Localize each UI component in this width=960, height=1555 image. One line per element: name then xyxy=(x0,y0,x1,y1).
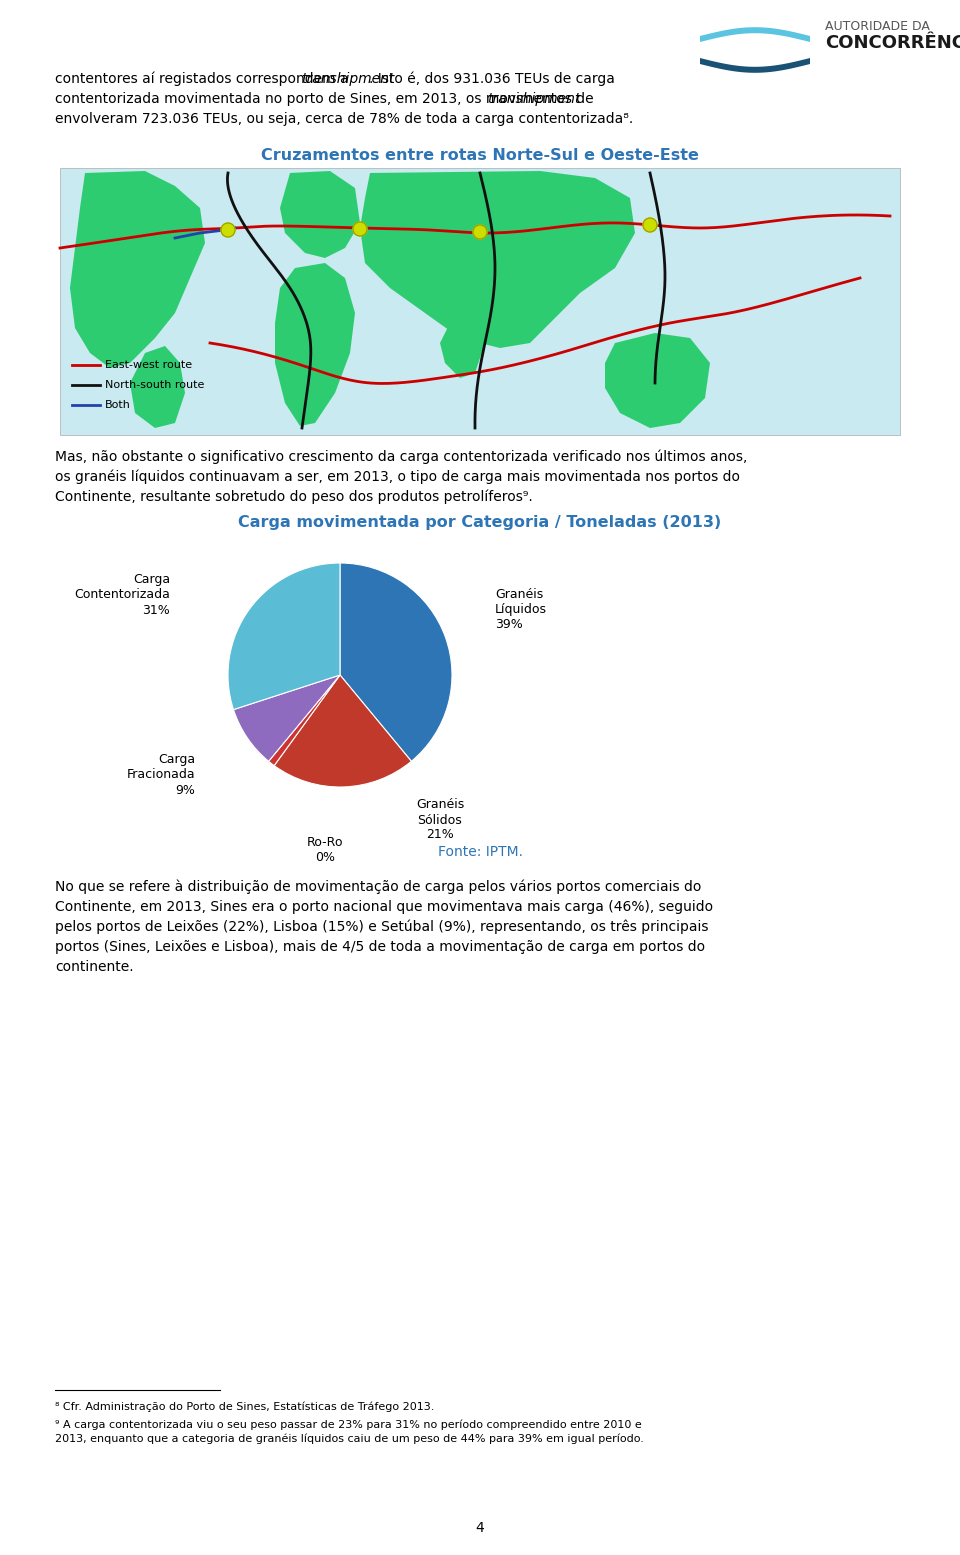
Text: transhipment: transhipment xyxy=(301,72,395,86)
Circle shape xyxy=(221,222,235,236)
Text: transhipment: transhipment xyxy=(487,92,581,106)
Text: East-west route: East-west route xyxy=(105,361,192,370)
Wedge shape xyxy=(233,675,340,762)
Polygon shape xyxy=(700,26,810,42)
Text: ⁹ A carga contentorizada viu o seu peso passar de 23% para 31% no período compre: ⁹ A carga contentorizada viu o seu peso … xyxy=(55,1420,641,1429)
Text: Granéis
Sólidos
21%: Granéis Sólidos 21% xyxy=(416,799,464,841)
Text: envolveram 723.036 TEUs, ou seja, cerca de 78% de toda a carga contentorizada⁸.: envolveram 723.036 TEUs, ou seja, cerca … xyxy=(55,112,634,126)
Text: 4: 4 xyxy=(475,1521,485,1535)
Circle shape xyxy=(643,218,657,232)
Text: contentores aí registados correspondem a: contentores aí registados correspondem a xyxy=(55,72,353,87)
Polygon shape xyxy=(70,171,205,369)
Wedge shape xyxy=(275,675,412,787)
Polygon shape xyxy=(275,263,355,426)
Polygon shape xyxy=(360,171,635,348)
Text: Carga
Contentorizada
31%: Carga Contentorizada 31% xyxy=(74,574,170,616)
Text: Mas, não obstante o significativo crescimento da carga contentorizada verificado: Mas, não obstante o significativo cresci… xyxy=(55,449,748,465)
Text: Continente, resultante sobretudo do peso dos produtos petrolíferos⁹.: Continente, resultante sobretudo do peso… xyxy=(55,490,533,504)
Text: Continente, em 2013, Sines era o porto nacional que movimentava mais carga (46%): Continente, em 2013, Sines era o porto n… xyxy=(55,900,713,914)
Polygon shape xyxy=(605,333,710,428)
Text: Fonte: IPTM.: Fonte: IPTM. xyxy=(438,844,522,858)
Polygon shape xyxy=(130,347,185,428)
Polygon shape xyxy=(440,319,485,378)
Circle shape xyxy=(353,222,367,236)
Polygon shape xyxy=(700,58,810,73)
Text: AUTORIDADE DA: AUTORIDADE DA xyxy=(825,20,930,33)
Text: No que se refere à distribuição de movimentação de carga pelos vários portos com: No que se refere à distribuição de movim… xyxy=(55,880,702,894)
Text: CONCORRÊNCIA: CONCORRÊNCIA xyxy=(825,34,960,51)
Text: Cruzamentos entre rotas Norte-Sul e Oeste-Este: Cruzamentos entre rotas Norte-Sul e Oest… xyxy=(261,148,699,163)
Text: portos (Sines, Leixões e Lisboa), mais de 4/5 de toda a movimentação de carga em: portos (Sines, Leixões e Lisboa), mais d… xyxy=(55,941,706,955)
Text: Ro-Ro
0%: Ro-Ro 0% xyxy=(307,837,344,865)
Text: 2013, enquanto que a categoria de granéis líquidos caiu de um peso de 44% para 3: 2013, enquanto que a categoria de granéi… xyxy=(55,1434,644,1443)
Text: Carga movimentada por Categoria / Toneladas (2013): Carga movimentada por Categoria / Tonela… xyxy=(238,515,722,530)
Bar xyxy=(60,168,900,435)
Text: contentorizada movimentada no porto de Sines, em 2013, os movimentos de: contentorizada movimentada no porto de S… xyxy=(55,92,598,106)
Text: . Isto é, dos 931.036 TEUs de carga: . Isto é, dos 931.036 TEUs de carga xyxy=(370,72,615,87)
Text: North-south route: North-south route xyxy=(105,379,204,390)
Text: continente.: continente. xyxy=(55,959,133,973)
Wedge shape xyxy=(340,563,452,762)
Text: pelos portos de Leixões (22%), Lisboa (15%) e Setúbal (9%), representando, os tr: pelos portos de Leixões (22%), Lisboa (1… xyxy=(55,921,708,935)
Text: Both: Both xyxy=(105,400,131,411)
Text: ⁸ Cfr. Administração do Porto de Sines, Estatísticas de Tráfego 2013.: ⁸ Cfr. Administração do Porto de Sines, … xyxy=(55,1403,434,1412)
Polygon shape xyxy=(280,171,360,258)
Wedge shape xyxy=(269,675,340,765)
Wedge shape xyxy=(228,563,340,709)
Text: Carga
Fracionada
9%: Carga Fracionada 9% xyxy=(127,754,195,796)
Circle shape xyxy=(473,225,487,239)
Text: Granéis
Líquidos
39%: Granéis Líquidos 39% xyxy=(495,588,547,631)
Text: os granéis líquidos continuavam a ser, em 2013, o tipo de carga mais movimentada: os granéis líquidos continuavam a ser, e… xyxy=(55,470,740,485)
